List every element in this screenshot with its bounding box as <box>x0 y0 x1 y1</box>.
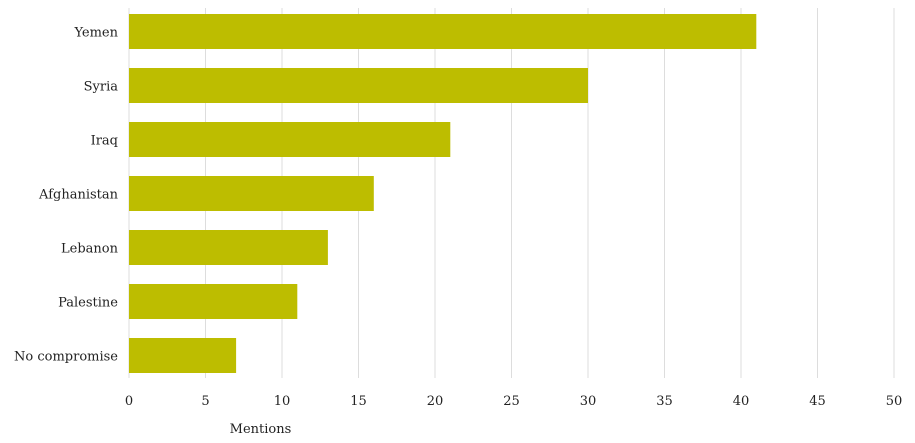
category-label-afghanistan: Afghanistan <box>38 188 119 203</box>
bar-palestine <box>129 284 298 319</box>
x-tick-label-50: 50 <box>886 394 903 409</box>
x-tick-label-15: 15 <box>350 394 367 409</box>
category-label-yemen: Yemen <box>73 26 118 41</box>
x-tick-label-0: 0 <box>125 394 133 409</box>
x-tick-label-10: 10 <box>274 394 291 409</box>
bar-lebanon <box>129 230 328 265</box>
bar-no-compromise <box>129 338 237 373</box>
bar-afghanistan <box>129 176 374 211</box>
category-label-palestine: Palestine <box>58 296 118 311</box>
x-tick-label-25: 25 <box>503 394 520 409</box>
x-tick-label-30: 30 <box>580 394 597 409</box>
x-tick-labels: 0 5 10 15 20 25 30 35 40 45 50 <box>125 394 902 409</box>
category-label-iraq: Iraq <box>91 134 118 149</box>
bar-iraq <box>129 122 451 157</box>
x-axis-title: Mentions <box>230 422 292 437</box>
x-tick-label-40: 40 <box>733 394 750 409</box>
category-label-no-compromise: No compromise <box>14 350 118 365</box>
category-labels: Yemen Syria Iraq Afghanistan Lebanon Palestin… <box>14 26 119 365</box>
bar-syria <box>129 68 588 103</box>
x-tick-label-5: 5 <box>201 394 209 409</box>
x-tick-label-45: 45 <box>809 394 826 409</box>
category-label-syria: Syria <box>84 80 119 95</box>
category-label-lebanon: Lebanon <box>61 242 119 257</box>
x-tick-label-35: 35 <box>656 394 673 409</box>
x-tick-label-20: 20 <box>427 394 444 409</box>
bar-yemen <box>129 14 757 49</box>
bars <box>129 14 757 373</box>
